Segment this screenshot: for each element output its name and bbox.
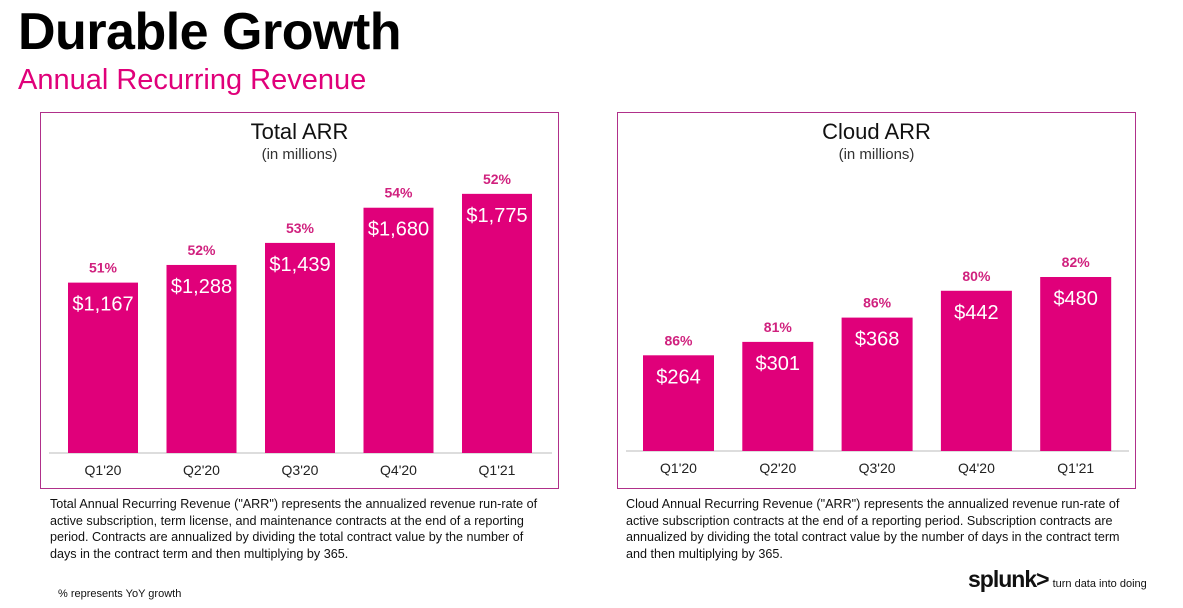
bar-value-label: $442 bbox=[954, 302, 999, 324]
x-tick-label: Q2'20 bbox=[759, 460, 796, 476]
bar bbox=[363, 207, 434, 453]
x-tick-label: Q3'20 bbox=[859, 460, 896, 476]
logo-wordmark: splunk> bbox=[968, 566, 1050, 592]
splunk-logo: splunk> turn data into doing bbox=[968, 566, 1147, 593]
chart-title: Cloud ARR bbox=[822, 119, 931, 144]
growth-label: 52% bbox=[483, 171, 512, 187]
bar bbox=[1040, 277, 1112, 451]
bar bbox=[841, 317, 913, 451]
chart-title: Total ARR bbox=[250, 119, 349, 144]
x-tick-label: Q1'20 bbox=[660, 460, 697, 476]
bar-value-label: $1,775 bbox=[466, 205, 527, 227]
growth-label: 86% bbox=[863, 295, 892, 311]
bar-value-label: $264 bbox=[656, 366, 701, 388]
bar-value-label: $301 bbox=[756, 353, 801, 375]
page-title: Durable Growth bbox=[18, 3, 402, 61]
x-tick-label: Q2'20 bbox=[183, 462, 220, 478]
bar-value-label: $368 bbox=[855, 329, 900, 351]
bar bbox=[68, 282, 138, 453]
bar bbox=[643, 355, 714, 451]
total-arr-note: Total Annual Recurring Revenue ("ARR") r… bbox=[50, 497, 538, 561]
x-tick-label: Q3'20 bbox=[282, 462, 319, 478]
x-tick-label: Q4'20 bbox=[380, 462, 417, 478]
growth-label: 86% bbox=[664, 332, 693, 348]
bar-value-label: $480 bbox=[1053, 288, 1098, 310]
x-tick-label: Q1'20 bbox=[85, 462, 122, 478]
bar-value-label: $1,288 bbox=[171, 276, 232, 298]
cloud-arr-chart: Cloud ARR (in millions) $264 86% Q1'20 $301… bbox=[617, 112, 1136, 489]
total-arr-plot: $1,167 51% Q1'20 $1,288 52% Q2'20 $1,439 53% Q3'… bbox=[49, 171, 552, 478]
footnote: % represents YoY growth bbox=[58, 588, 182, 600]
x-tick-label: Q1'21 bbox=[1057, 460, 1094, 476]
bar bbox=[166, 264, 237, 453]
chart-unit: (in millions) bbox=[838, 146, 915, 163]
bar bbox=[265, 242, 335, 453]
growth-label: 81% bbox=[764, 319, 793, 335]
growth-label: 53% bbox=[286, 220, 315, 236]
cloud-arr-plot: $264 86% Q1'20 $301 81% Q2'20 $368 86% Q3'20 $442… bbox=[626, 254, 1129, 476]
cloud-arr-note: Cloud Annual Recurring Revenue ("ARR") r… bbox=[626, 497, 1120, 561]
bar bbox=[940, 290, 1012, 451]
page-subtitle: Annual Recurring Revenue bbox=[18, 64, 367, 96]
growth-label: 82% bbox=[1062, 254, 1091, 270]
x-tick-label: Q1'21 bbox=[479, 462, 516, 478]
total-arr-chart: Total ARR (in millions) $1,167 51% Q1'20 $1… bbox=[40, 112, 559, 489]
logo-tagline: turn data into doing bbox=[1052, 578, 1147, 590]
bar-value-label: $1,167 bbox=[72, 294, 133, 316]
x-tick-label: Q4'20 bbox=[958, 460, 995, 476]
growth-label: 51% bbox=[89, 260, 118, 276]
bar-value-label: $1,439 bbox=[269, 254, 330, 276]
bar-value-label: $1,680 bbox=[368, 219, 429, 241]
chart-unit: (in millions) bbox=[261, 146, 338, 163]
growth-label: 54% bbox=[384, 185, 413, 201]
growth-label: 52% bbox=[187, 242, 216, 258]
bar bbox=[462, 193, 532, 453]
bar bbox=[742, 341, 814, 451]
growth-label: 80% bbox=[962, 268, 991, 284]
